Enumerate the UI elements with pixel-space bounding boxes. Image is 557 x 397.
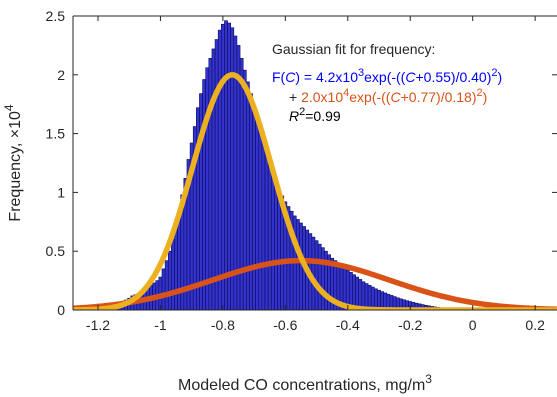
x-tick-label: -1.2 [86, 317, 110, 333]
histogram-bar [320, 247, 325, 310]
histogram-bar [314, 240, 319, 310]
histogram-bar [208, 58, 213, 310]
x-tick-label: 0.2 [525, 317, 545, 333]
y-tick-label: 0 [57, 302, 65, 318]
histogram-bar [227, 22, 231, 310]
axes [72, 15, 557, 311]
histogram-bar [161, 268, 166, 310]
histogram-bar [295, 219, 300, 310]
histogram-bar [270, 173, 275, 310]
histogram-bar [171, 239, 175, 310]
x-tick-label: -0.4 [336, 317, 360, 333]
gaussian-fit-curves [73, 72, 557, 310]
x-tick-label: 0 [469, 317, 477, 333]
x-tick-label: -0.8 [211, 317, 235, 333]
y-ticks: 0 0.5 1 1.5 2 2.5 [46, 8, 557, 318]
histogram-bar [311, 236, 316, 310]
histogram-bar [274, 182, 278, 310]
histogram-bar [258, 128, 263, 310]
histogram-bar [211, 48, 216, 310]
histogram-bar [374, 288, 378, 310]
histogram-bar [205, 67, 210, 310]
histogram-bar [367, 284, 372, 310]
histogram-bar [267, 163, 272, 310]
histogram-bar [252, 105, 256, 310]
x-tick-label: -0.2 [398, 317, 422, 333]
histogram-bar [246, 81, 250, 310]
histogram-bar [277, 189, 281, 310]
y-tick-label: 1.5 [46, 126, 66, 142]
fit-annotation: Gaussian fit for frequency: F(C) = 4.2x1… [272, 41, 502, 124]
histogram-bar [167, 250, 172, 310]
y-tick-label: 2.5 [46, 8, 66, 24]
histogram-bar [355, 276, 360, 310]
histogram-bar [242, 69, 247, 310]
annotation-line-2: + 2.0x104exp(-((C+0.77)/0.18)2) [289, 87, 487, 105]
x-tick-label: -1 [154, 317, 167, 333]
histogram-bar [202, 79, 207, 310]
histogram-bar [217, 29, 222, 310]
annotation-title: Gaussian fit for frequency: [272, 41, 435, 57]
histogram-bar [317, 243, 322, 310]
histogram-bar [230, 27, 235, 310]
y-axis-title: Frequency, ×104 [2, 104, 24, 221]
histogram-bar [174, 225, 178, 310]
histogram-bar [264, 153, 269, 310]
histogram-bar [299, 222, 303, 310]
histogram-bar [221, 23, 225, 310]
histogram-bar [249, 93, 253, 310]
histogram-bar [352, 274, 356, 310]
histogram-bar [224, 20, 228, 310]
histogram-bar [370, 286, 375, 310]
annotation-r-squared: R2=0.99 [289, 106, 341, 124]
x-ticks: -1.2 -1 -0.8 -0.6 -0.4 -0.2 0 0.2 [86, 16, 545, 333]
x-tick-label: -0.6 [273, 317, 297, 333]
histogram-bar [261, 140, 266, 310]
histogram-bars [96, 20, 481, 310]
histogram-bar [164, 260, 169, 310]
y-tick-label: 1 [57, 184, 65, 200]
histogram-bar [364, 283, 369, 310]
histogram-bar [358, 279, 363, 310]
gaussian-fit-curve-2 [73, 72, 557, 310]
y-tick-label: 0.5 [46, 243, 66, 259]
histogram-bar [255, 116, 260, 310]
y-tick-label: 2 [57, 67, 65, 83]
annotation-line-1: F(C) = 4.2x103exp(-((C+0.55)/0.40)2) [272, 67, 502, 85]
gaussian-fit-curve-1 [73, 257, 557, 310]
x-axis-title: Modeled CO concentrations, mg/m3 [178, 372, 432, 394]
histogram-bar [214, 39, 219, 310]
histogram-bar [361, 281, 366, 310]
